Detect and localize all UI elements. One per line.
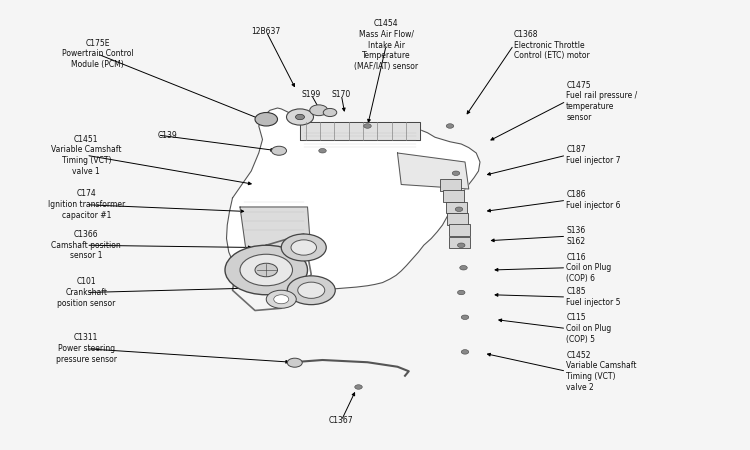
Text: C101
Crankshaft
position sensor: C101 Crankshaft position sensor (57, 277, 116, 308)
Text: C1475
Fuel rail pressure /
temperature
sensor: C1475 Fuel rail pressure / temperature s… (566, 81, 638, 122)
Polygon shape (240, 207, 311, 261)
FancyBboxPatch shape (447, 213, 468, 225)
Text: C116
Coil on Plug
(COP) 6: C116 Coil on Plug (COP) 6 (566, 252, 611, 283)
Circle shape (319, 148, 326, 153)
Text: C1311
Power steering
pressure sensor: C1311 Power steering pressure sensor (56, 333, 117, 364)
Circle shape (255, 112, 278, 126)
Circle shape (461, 350, 469, 354)
Circle shape (255, 263, 278, 277)
Circle shape (291, 240, 316, 255)
Circle shape (458, 290, 465, 295)
Circle shape (455, 207, 463, 211)
Circle shape (298, 282, 325, 298)
Circle shape (296, 114, 304, 120)
Text: C1368
Electronic Throttle
Control (ETC) motor: C1368 Electronic Throttle Control (ETC) … (514, 30, 590, 60)
FancyBboxPatch shape (443, 190, 464, 202)
Text: C1451
Variable Camshaft
Timing (VCT)
valve 1: C1451 Variable Camshaft Timing (VCT) val… (51, 135, 122, 176)
Polygon shape (226, 108, 480, 293)
FancyBboxPatch shape (440, 179, 460, 191)
FancyBboxPatch shape (448, 224, 470, 236)
Circle shape (364, 124, 371, 128)
Circle shape (281, 234, 326, 261)
Circle shape (323, 108, 337, 117)
Polygon shape (300, 122, 420, 140)
Text: 12B637: 12B637 (251, 27, 280, 36)
Text: C1452
Variable Camshaft
Timing (VCT)
valve 2: C1452 Variable Camshaft Timing (VCT) val… (566, 351, 637, 392)
Text: C115
Coil on Plug
(COP) 5: C115 Coil on Plug (COP) 5 (566, 313, 611, 344)
Text: C174
Ignition transformer
capacitor #1: C174 Ignition transformer capacitor #1 (48, 189, 124, 220)
Circle shape (272, 146, 286, 155)
FancyBboxPatch shape (446, 202, 466, 213)
Circle shape (287, 276, 335, 305)
Text: S170: S170 (332, 90, 351, 99)
Text: C175E
Powertrain Control
Module (PCM): C175E Powertrain Control Module (PCM) (62, 39, 134, 69)
Text: C187
Fuel injector 7: C187 Fuel injector 7 (566, 145, 621, 165)
Circle shape (225, 245, 308, 295)
Text: C139: C139 (158, 130, 177, 140)
Circle shape (458, 243, 465, 248)
Circle shape (460, 266, 467, 270)
Polygon shape (398, 153, 469, 189)
Circle shape (266, 290, 296, 308)
Text: C1366
Camshaft position
sensor 1: C1366 Camshaft position sensor 1 (51, 230, 122, 261)
Circle shape (240, 254, 292, 286)
Text: C186
Fuel injector 6: C186 Fuel injector 6 (566, 190, 621, 210)
Text: C185
Fuel injector 5: C185 Fuel injector 5 (566, 287, 621, 307)
Circle shape (461, 315, 469, 320)
Circle shape (287, 358, 302, 367)
Circle shape (446, 124, 454, 128)
Circle shape (452, 171, 460, 176)
Circle shape (274, 295, 289, 304)
Circle shape (310, 105, 328, 116)
Circle shape (355, 385, 362, 389)
Circle shape (286, 109, 314, 125)
Text: S136
S162: S136 S162 (566, 226, 586, 246)
Text: S199: S199 (302, 90, 321, 99)
Text: C1454
Mass Air Flow/
Intake Air
Temperature
(MAF/IAT) sensor: C1454 Mass Air Flow/ Intake Air Temperat… (354, 19, 419, 71)
FancyBboxPatch shape (449, 237, 470, 248)
Text: C1367: C1367 (329, 416, 353, 425)
